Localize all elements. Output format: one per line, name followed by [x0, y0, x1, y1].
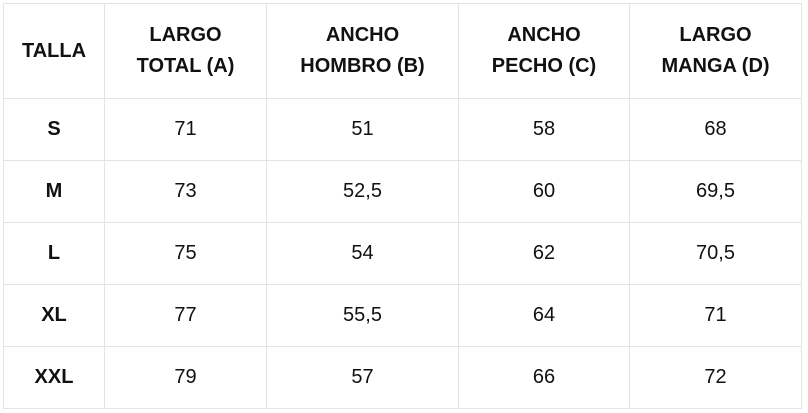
header-cell: LARGO MANGA (D): [629, 3, 802, 99]
header-cell: ANCHO PECHO (C): [458, 3, 630, 99]
value-cell: 73: [104, 160, 267, 223]
value-cell: 69,5: [629, 160, 802, 223]
table-row: S 71 51 58 68: [3, 98, 802, 161]
value-cell: 64: [458, 284, 630, 347]
value-cell: 71: [629, 284, 802, 347]
value-cell: 60: [458, 160, 630, 223]
header-text: ANCHO: [507, 24, 581, 46]
value-cell: 52,5: [266, 160, 459, 223]
header-text: MANGA (D): [661, 55, 770, 77]
value-cell: 57: [266, 346, 459, 409]
page: TALLA LARGO TOTAL (A) ANCHO HOMBRO (B) ANCHO P…: [0, 3, 808, 413]
table-row: XL 77 55,5 64 71: [3, 284, 802, 347]
header-text: LARGO: [149, 24, 222, 46]
value-cell: 58: [458, 98, 630, 161]
size-cell: XL: [3, 284, 105, 347]
value-cell: 77: [104, 284, 267, 347]
value-cell: 55,5: [266, 284, 459, 347]
value-cell: 66: [458, 346, 630, 409]
size-table: TALLA LARGO TOTAL (A) ANCHO HOMBRO (B) ANCHO P…: [3, 3, 802, 409]
size-cell: S: [3, 98, 105, 161]
header-text: PECHO (C): [491, 55, 597, 77]
size-cell: L: [3, 222, 105, 285]
table-row: L 75 54 62 70,5: [3, 222, 802, 285]
value-cell: 79: [104, 346, 267, 409]
size-cell: XXL: [3, 346, 105, 409]
size-cell: M: [3, 160, 105, 223]
header-text: TOTAL (A): [136, 55, 235, 77]
value-cell: 68: [629, 98, 802, 161]
header-cell: TALLA: [3, 3, 105, 99]
value-cell: 51: [266, 98, 459, 161]
header-text: HOMBRO (B): [300, 55, 425, 77]
value-cell: 54: [266, 222, 459, 285]
value-cell: 72: [629, 346, 802, 409]
header-text: LARGO: [679, 24, 752, 46]
header-text: ANCHO: [325, 24, 400, 46]
table-row: M 73 52,5 60 69,5: [3, 160, 802, 223]
header-cell: LARGO TOTAL (A): [104, 3, 267, 99]
header-cell: ANCHO HOMBRO (B): [266, 3, 459, 99]
header-text: TALLA: [21, 39, 87, 62]
table-body: S 71 51 58 68 M 73 52,5 60 69,5 L 75 54 62 70,5 XL 77 55,…: [3, 98, 802, 409]
value-cell: 75: [104, 222, 267, 285]
value-cell: 70,5: [629, 222, 802, 285]
value-cell: 62: [458, 222, 630, 285]
table-row: XXL 79 57 66 72: [3, 346, 802, 409]
header-row: TALLA LARGO TOTAL (A) ANCHO HOMBRO (B) ANCHO P…: [3, 3, 802, 99]
value-cell: 71: [104, 98, 267, 161]
